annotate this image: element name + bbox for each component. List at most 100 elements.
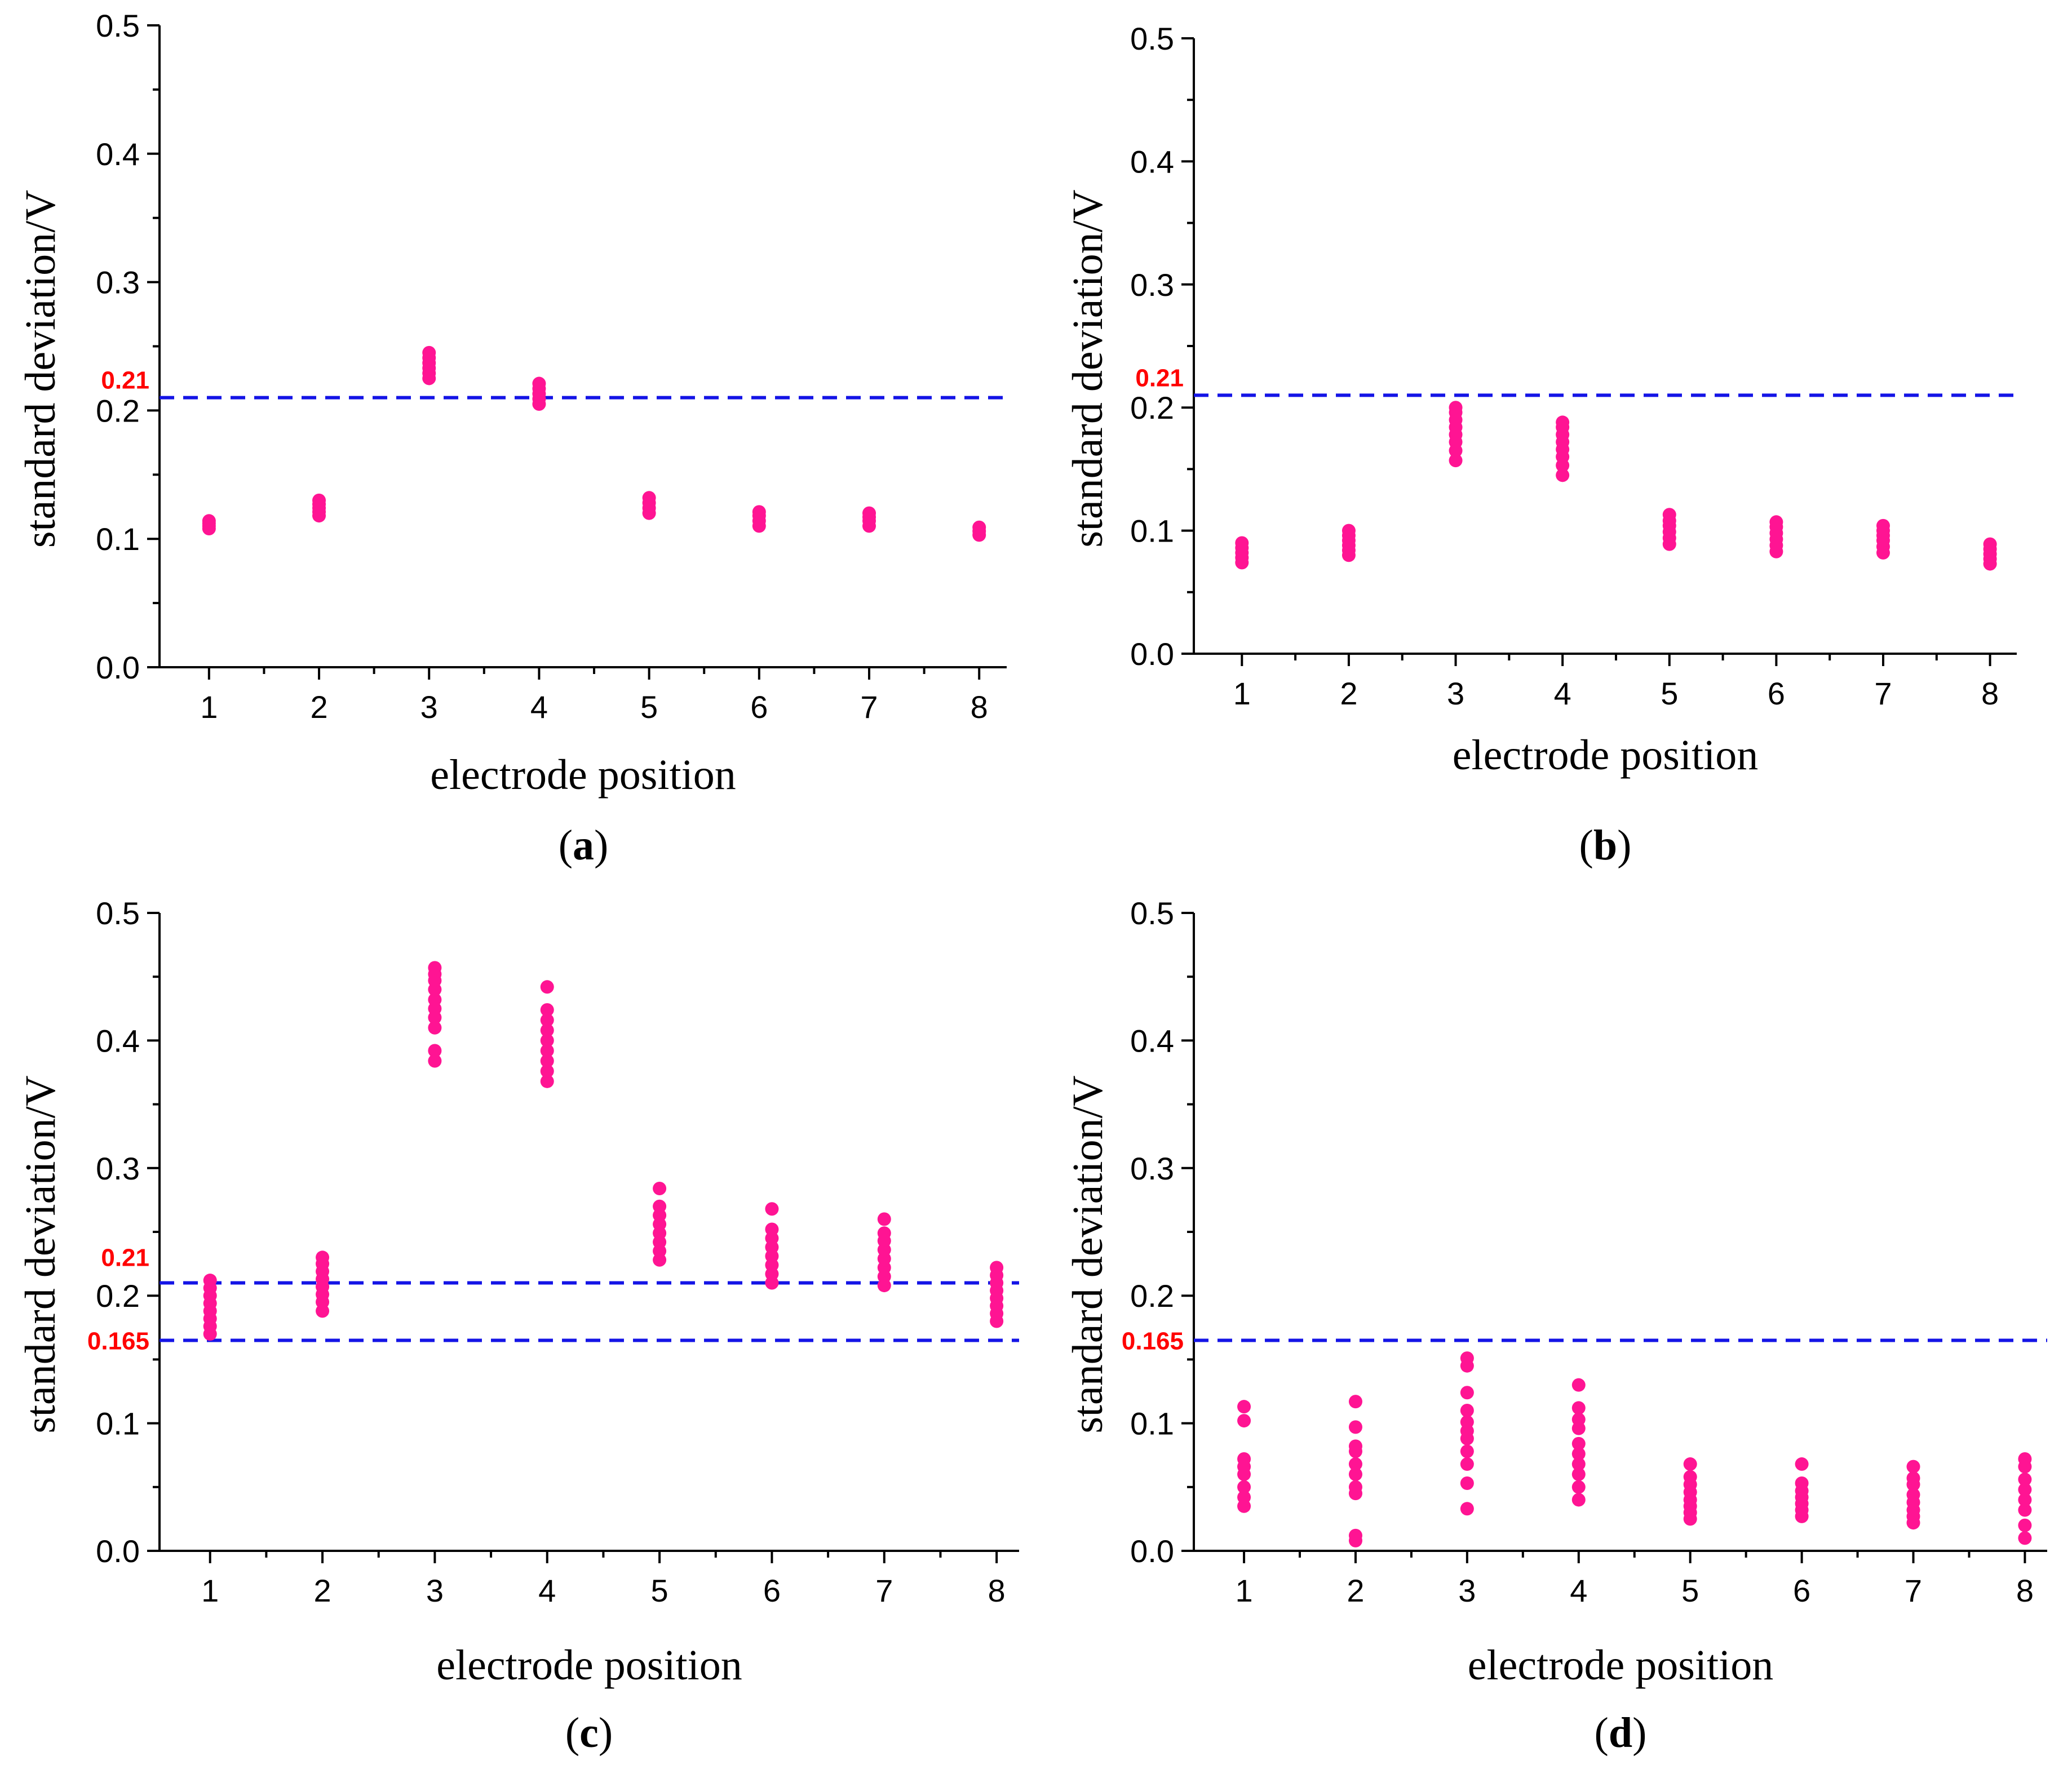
data-point: [422, 345, 436, 360]
x-tick-label: 5: [1681, 1573, 1699, 1608]
x-tick-label: 6: [1793, 1573, 1810, 1608]
data-point: [1348, 1420, 1362, 1434]
data-point: [540, 1044, 554, 1058]
caption-open-paren: (: [1579, 822, 1593, 869]
data-point: [1571, 1480, 1586, 1494]
x-tick-label: 4: [530, 689, 548, 725]
data-point: [540, 1003, 554, 1017]
data-point: [1769, 515, 1783, 529]
caption-close-paren: ): [1617, 822, 1631, 869]
data-point: [1348, 1457, 1362, 1471]
data-point: [540, 1054, 554, 1068]
y-tick-label: 0.2: [96, 393, 140, 428]
caption-close-paren: ): [1632, 1709, 1646, 1757]
data-point: [1460, 1476, 1474, 1491]
data-point: [1460, 1386, 1474, 1400]
data-point: [540, 980, 554, 994]
y-tick-label: 0.4: [96, 1023, 140, 1058]
data-point: [1237, 1490, 1251, 1504]
data-point: [877, 1226, 891, 1240]
data-point: [1983, 537, 1997, 551]
y-tick-label: 0.1: [96, 521, 140, 557]
y-axis-title: standard deviation/V: [1064, 189, 1112, 547]
data-point: [1460, 1444, 1474, 1458]
threshold-label: 0.21: [101, 1244, 149, 1272]
data-point: [1662, 508, 1676, 522]
data-point: [2018, 1483, 2032, 1497]
x-tick-label: 1: [1233, 676, 1251, 711]
y-tick-label: 0.3: [1130, 1151, 1174, 1186]
data-point: [1449, 454, 1463, 468]
y-tick-label: 0.4: [1130, 144, 1174, 179]
caption-close-paren: ): [594, 822, 608, 869]
x-tick-label: 5: [1661, 676, 1678, 711]
x-tick-label: 7: [1905, 1573, 1922, 1608]
data-point: [1460, 1403, 1474, 1417]
caption-letter: a: [573, 822, 594, 869]
data-point: [540, 1064, 554, 1078]
data-point: [428, 992, 442, 1006]
data-point: [316, 1250, 330, 1265]
data-point: [1237, 1414, 1251, 1428]
data-point: [2018, 1518, 2032, 1532]
data-point: [540, 1034, 554, 1048]
panel-caption: (c): [565, 1709, 613, 1757]
data-point: [1348, 1439, 1362, 1453]
y-axis-title: standard deviation/V: [1064, 1075, 1112, 1433]
data-point: [428, 961, 442, 975]
data-point: [1235, 536, 1249, 550]
data-point: [1571, 1412, 1586, 1426]
data-point: [1683, 1457, 1697, 1471]
data-point: [1348, 1528, 1362, 1542]
data-point: [990, 1261, 1004, 1275]
threshold-label: 0.21: [1135, 364, 1184, 392]
data-point: [1906, 1488, 1920, 1502]
caption-letter: c: [579, 1709, 599, 1757]
data-point: [1906, 1471, 1920, 1485]
x-axis-title: electrode position: [430, 751, 736, 799]
data-point: [532, 376, 546, 391]
y-tick-label: 0.3: [96, 1151, 140, 1186]
y-tick-label: 0.5: [1130, 21, 1174, 56]
data-point: [2018, 1452, 2032, 1466]
data-point: [653, 1199, 667, 1213]
x-tick-label: 8: [2016, 1573, 2034, 1608]
data-point: [1906, 1460, 1920, 1474]
data-point: [1571, 1378, 1586, 1392]
data-point: [540, 1074, 554, 1088]
panel-caption: (b): [1579, 822, 1632, 869]
data-point: [2018, 1503, 2032, 1517]
y-tick-label: 0.0: [1130, 636, 1174, 672]
threshold-label: 0.21: [101, 367, 149, 394]
x-axis-title: electrode position: [436, 1642, 742, 1689]
data-point: [752, 505, 766, 519]
data-point: [1795, 1476, 1809, 1491]
y-tick-label: 0.1: [96, 1406, 140, 1442]
x-tick-label: 1: [201, 1573, 219, 1608]
x-tick-label: 5: [640, 689, 658, 725]
y-tick-label: 0.0: [96, 650, 140, 685]
data-point: [1571, 1447, 1586, 1461]
data-point: [428, 1021, 442, 1035]
x-tick-label: 3: [1447, 676, 1464, 711]
panel-c: 0.0 0.1 0.2 0.3 0.4 0.5 1 2 3 4 5 6 7 8 0.21 0.165 elect…: [17, 895, 1019, 1757]
data-point: [1571, 1467, 1586, 1482]
y-tick-label: 0.0: [1130, 1533, 1174, 1569]
x-tick-label: 8: [1981, 676, 1999, 711]
x-axis-title: electrode position: [1453, 731, 1758, 779]
data-point: [972, 520, 986, 534]
x-tick-label: 3: [420, 689, 438, 725]
data-point: [540, 1013, 554, 1027]
data-point: [1237, 1400, 1251, 1414]
caption-open-paren: (: [1595, 1709, 1609, 1757]
y-tick-label: 0.2: [1130, 390, 1174, 425]
panel-d: 0.0 0.1 0.2 0.3 0.4 0.5 1 2 3 4 5 6 7 8 0.165 electrode…: [1064, 895, 2047, 1757]
x-tick-label: 8: [988, 1573, 1006, 1608]
y-tick-label: 0.5: [1130, 895, 1174, 931]
y-axis-title: standard deviation/V: [17, 1075, 64, 1433]
x-tick-label: 4: [538, 1573, 556, 1608]
data-point: [540, 1023, 554, 1037]
x-tick-label: 4: [1570, 1573, 1587, 1608]
data-point: [1348, 1395, 1362, 1409]
